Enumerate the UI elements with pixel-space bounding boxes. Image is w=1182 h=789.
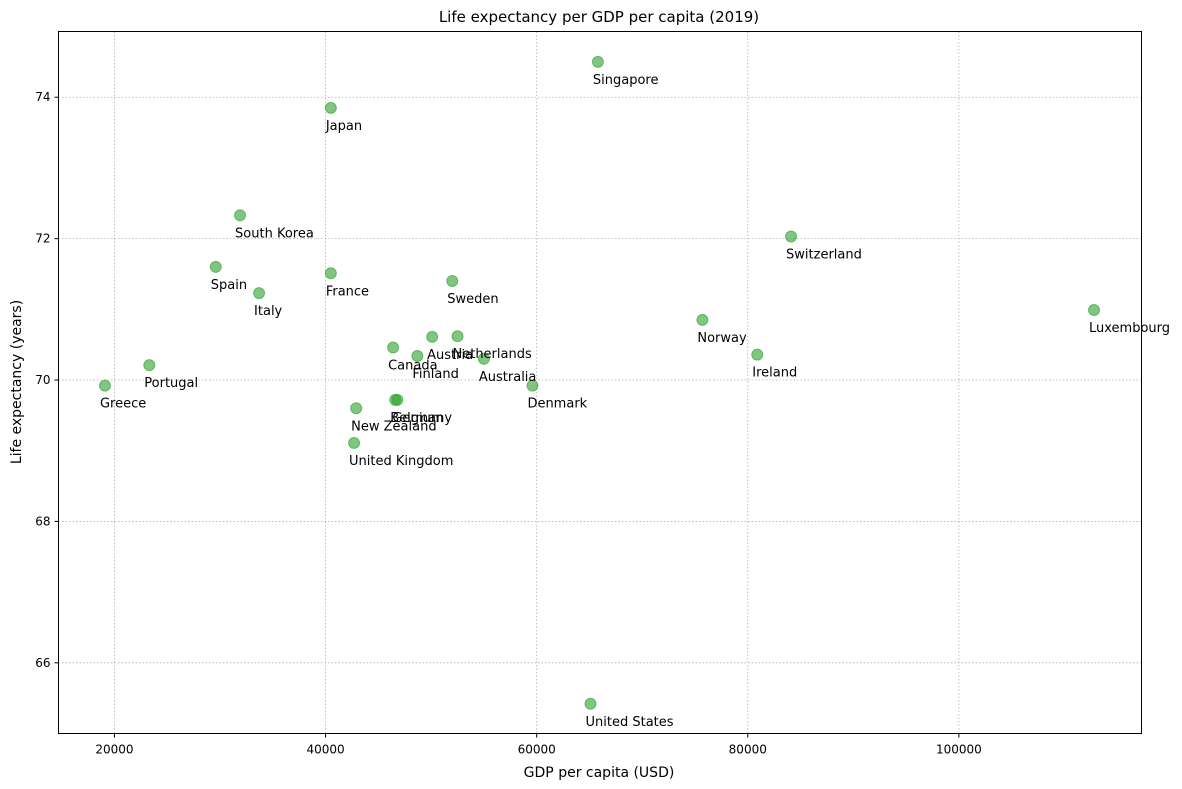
data-point xyxy=(696,313,709,326)
point-label: Denmark xyxy=(527,397,587,412)
data-point xyxy=(526,379,539,392)
point-label: Belgium xyxy=(390,411,443,426)
data-point xyxy=(477,352,490,365)
point-label: Sweden xyxy=(447,292,498,307)
point-label: Germany xyxy=(392,411,452,426)
data-point xyxy=(446,275,459,288)
data-point xyxy=(143,359,156,372)
x-tick-label: 20000 xyxy=(95,743,133,757)
point-label: United States xyxy=(586,715,674,730)
chart-title: Life expectancy per GDP per capita (2019… xyxy=(439,8,759,26)
point-label: Norway xyxy=(697,331,747,346)
data-point xyxy=(751,348,764,361)
data-point xyxy=(348,436,361,449)
y-tick-label: 68 xyxy=(35,514,50,528)
point-label: Japan xyxy=(325,119,362,134)
x-axis-ticks: 20000 40000 60000 80000 100000 xyxy=(95,733,982,757)
data-point xyxy=(391,393,404,406)
x-tick-label: 60000 xyxy=(518,743,556,757)
x-tick-label: 100000 xyxy=(936,743,982,757)
point-label: Canada xyxy=(388,359,437,374)
data-point xyxy=(209,260,222,273)
y-tick-label: 74 xyxy=(35,90,50,104)
point-label: Ireland xyxy=(752,366,797,381)
data-point xyxy=(451,330,464,343)
point-label: Netherlands xyxy=(453,347,532,362)
y-tick-label: 66 xyxy=(35,656,50,670)
point-label: Spain xyxy=(211,278,247,293)
data-point xyxy=(584,697,597,710)
data-point xyxy=(426,330,439,343)
point-labels: Singapore Japan South Korea Switzerland Spai… xyxy=(100,73,1170,730)
point-label: Greece xyxy=(100,397,146,412)
x-tick-label: 40000 xyxy=(306,743,344,757)
y-tick-label: 72 xyxy=(35,232,50,246)
data-point xyxy=(98,379,111,392)
point-label: Portugal xyxy=(144,376,198,391)
y-axis-ticks: 66 68 70 72 74 xyxy=(35,90,59,670)
point-label: Italy xyxy=(254,304,283,319)
data-point xyxy=(785,230,798,243)
point-label: France xyxy=(326,284,369,299)
point-label: Singapore xyxy=(593,73,659,88)
data-point xyxy=(324,267,337,280)
plot-frame xyxy=(58,31,1142,734)
point-label: South Korea xyxy=(235,226,314,241)
data-points xyxy=(98,55,1100,710)
x-axis-title: GDP per capita (USD) xyxy=(524,765,675,781)
data-point xyxy=(350,402,363,415)
grid-lines xyxy=(58,31,1142,734)
point-label: Australia xyxy=(479,370,537,385)
data-point xyxy=(324,101,337,114)
data-point xyxy=(234,209,247,222)
y-axis-title: Life expectancy (years) xyxy=(9,300,25,464)
point-label: United Kingdom xyxy=(349,454,453,469)
point-label: Switzerland xyxy=(786,248,862,263)
y-tick-label: 70 xyxy=(35,373,50,387)
data-point xyxy=(411,349,424,362)
data-point xyxy=(253,287,266,300)
data-point xyxy=(1088,304,1100,317)
x-tick-label: 80000 xyxy=(729,743,767,757)
point-label: Austria xyxy=(427,348,473,363)
point-label: New Zealand xyxy=(351,419,436,434)
point-label: Luxembourg xyxy=(1089,321,1170,336)
data-point xyxy=(387,341,400,354)
point-label: Finland xyxy=(412,367,458,382)
data-point xyxy=(591,55,604,68)
